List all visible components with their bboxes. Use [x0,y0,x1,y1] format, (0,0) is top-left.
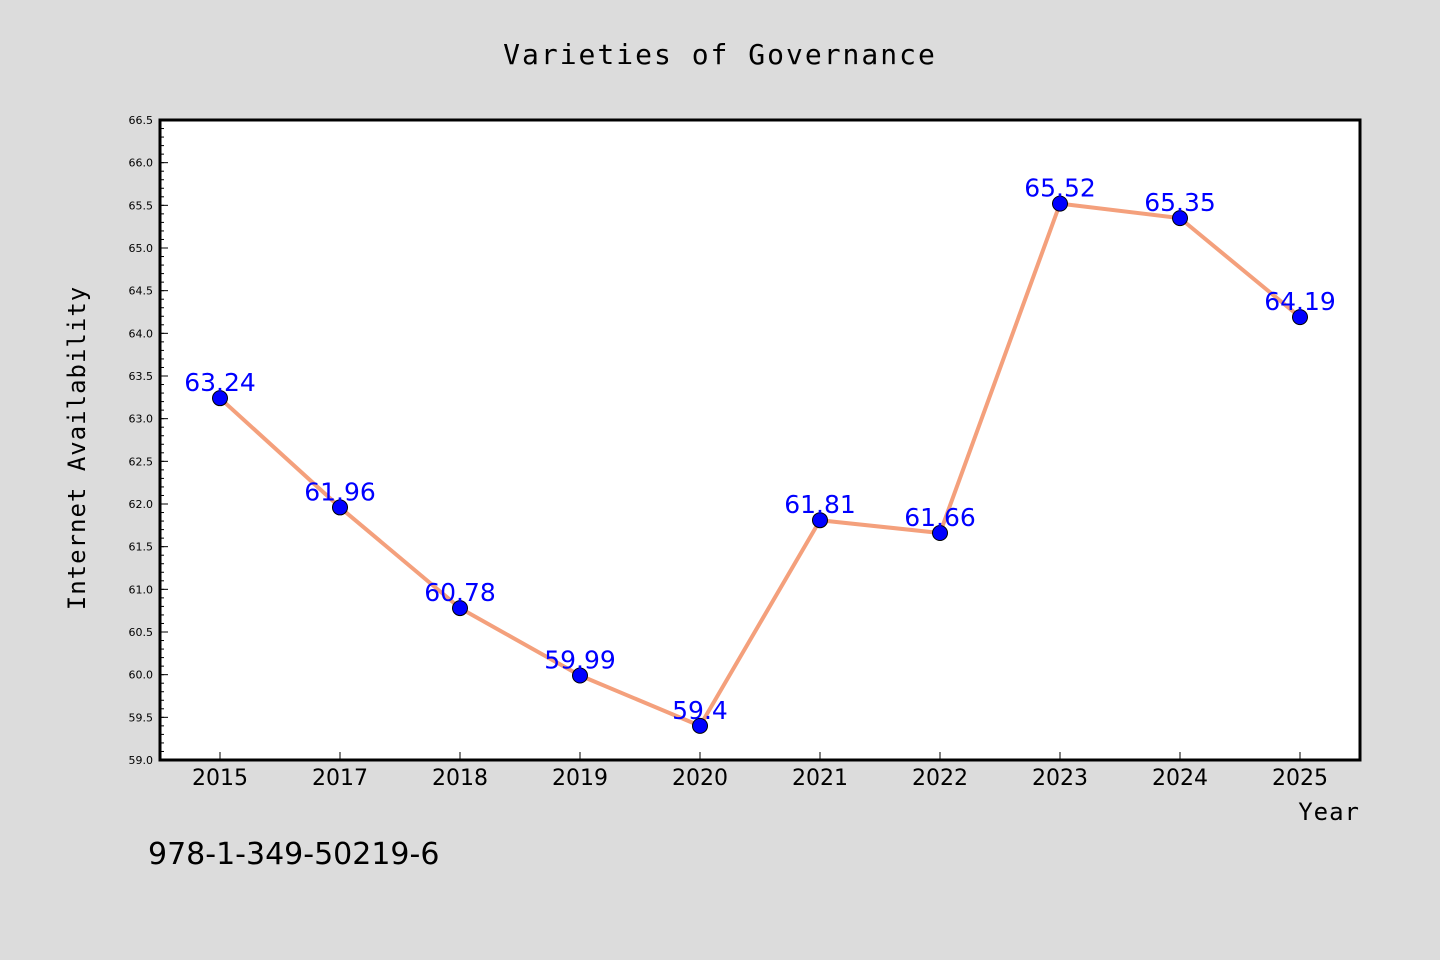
y-tick-label: 61.0 [129,583,154,596]
y-tick-label: 66.5 [129,114,154,127]
data-point [572,667,588,684]
y-tick-label: 65.5 [129,199,154,212]
x-tick-label: 2015 [192,766,248,791]
data-label: 61.81 [784,490,856,519]
x-tick-label: 2025 [1272,766,1328,791]
data-point [1292,309,1308,326]
data-label: 60.78 [424,578,496,607]
y-tick-label: 64.0 [129,327,154,340]
y-tick-label: 62.0 [129,498,154,511]
data-label: 59.4 [672,696,728,725]
y-tick-label: 59.5 [129,711,154,724]
x-axis-label: Year [1298,798,1360,826]
y-tick-label: 66.0 [129,157,154,170]
data-point [212,390,228,407]
data-label: 65.35 [1144,188,1216,217]
data-point [932,525,948,542]
x-tick-label: 2023 [1032,766,1088,791]
chart-title: Varieties of Governance [503,38,937,71]
x-tick-label: 2017 [312,766,368,791]
data-label: 63.24 [184,368,256,397]
data-point [692,717,708,734]
data-label: 64.19 [1264,287,1336,316]
y-axis: 59.0 59.5 60.0 60.5 61.0 61.5 62.0 62.5 63.0 63.5… [129,114,168,767]
x-tick-label: 2024 [1152,766,1208,791]
x-tick-label: 2018 [432,766,488,791]
data-point [452,600,468,617]
x-tick-label: 2019 [552,766,608,791]
x-axis: 2015 2017 2018 2019 2020 2021 2022 2023 2024 2025 [192,752,1328,791]
y-tick-label: 60.0 [129,669,154,682]
data-point [812,512,828,529]
y-tick-label: 62.5 [129,455,154,468]
data-point [1052,195,1068,212]
x-tick-label: 2021 [792,766,848,791]
plot-frame [158,118,1362,762]
series-line [218,201,1302,728]
data-point [332,499,348,516]
x-tick-label: 2020 [672,766,728,791]
y-tick-label: 61.5 [129,541,154,554]
data-label: 61.66 [904,503,976,532]
data-label: 59.99 [544,646,616,675]
data-label: 61.96 [304,477,376,506]
y-axis-label: Internet Availability [63,286,91,610]
data-label: 65.52 [1024,174,1096,203]
x-tick-label: 2022 [912,766,968,791]
y-tick-label: 63.5 [129,370,154,383]
data-point [1172,210,1188,227]
plot-area [160,120,1360,760]
series-layer: 63.24 61.96 60.78 59.99 59.4 61.81 61.66 65.52 6… [184,174,1336,734]
y-tick-label: 59.0 [129,754,154,767]
isbn-annotation: 978-1-349-50219-6 [148,837,439,872]
y-tick-label: 64.5 [129,285,154,298]
y-tick-label: 60.5 [129,626,154,639]
y-tick-label: 63.0 [129,413,154,426]
y-tick-label: 65.0 [129,242,154,255]
